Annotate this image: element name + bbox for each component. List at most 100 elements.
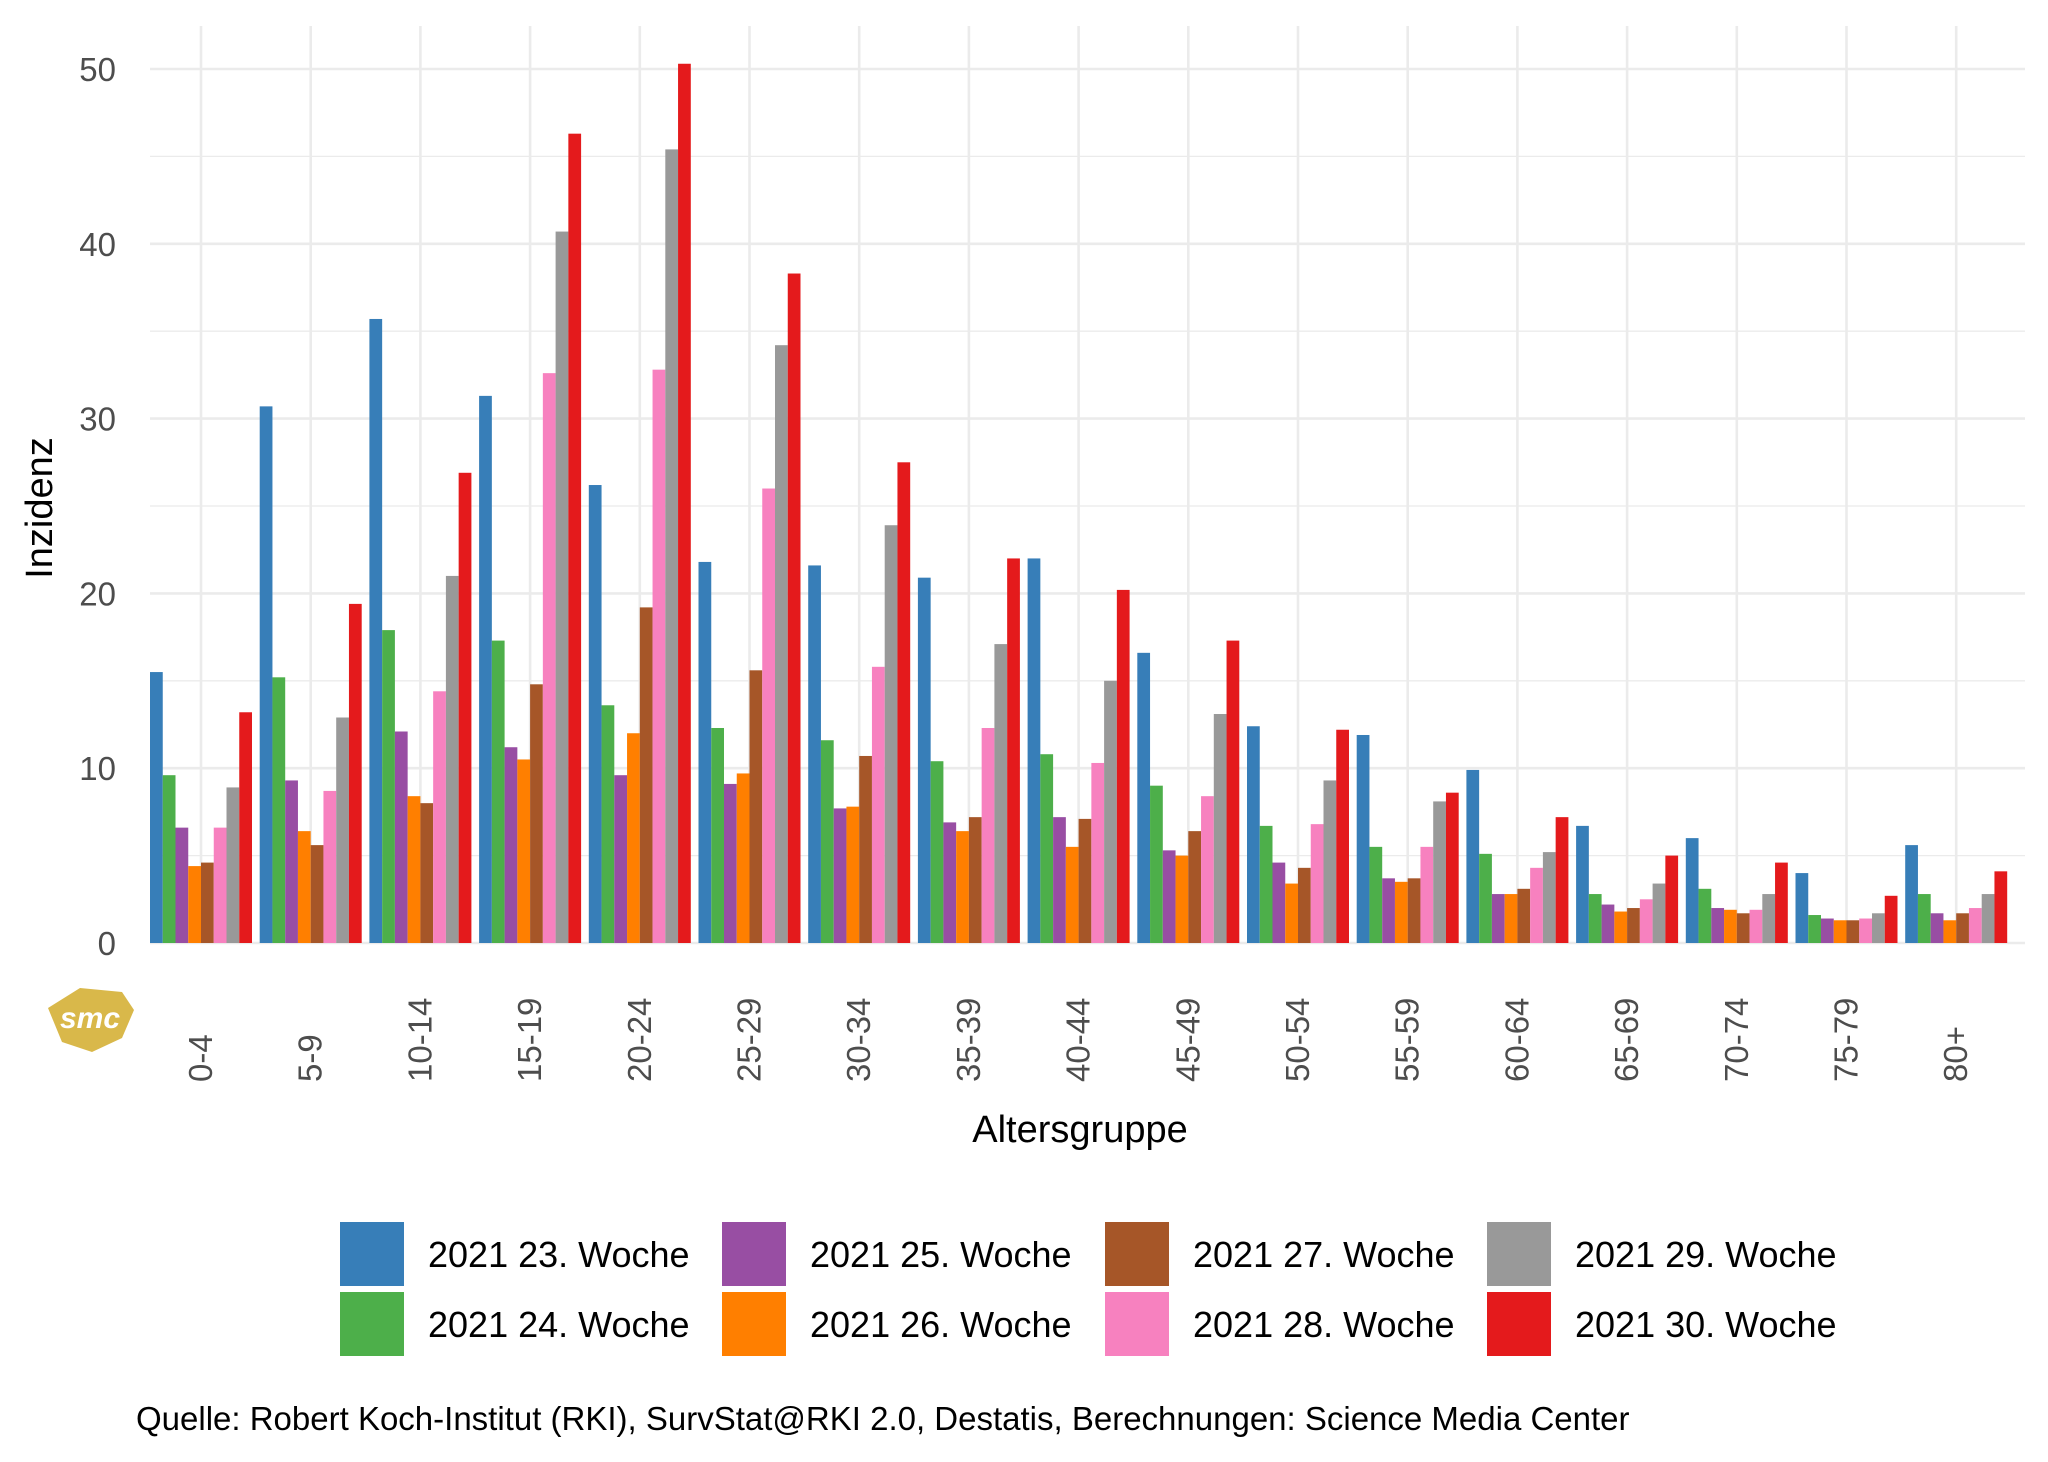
bar-group-60-64 (1466, 769, 1569, 943)
bar (1555, 817, 1569, 943)
bar (1884, 895, 1898, 943)
bar (1872, 913, 1885, 943)
bar (272, 677, 286, 943)
bar (1639, 899, 1653, 943)
bar (1833, 920, 1847, 943)
y-tick-label: 50 (79, 51, 116, 88)
bar (407, 796, 421, 943)
bar (1394, 881, 1408, 943)
bar (1137, 652, 1151, 943)
bar (601, 705, 615, 943)
bar (213, 827, 227, 943)
bar (259, 406, 273, 943)
bar (1466, 769, 1480, 943)
bar (1846, 920, 1860, 943)
bar (1795, 873, 1809, 943)
x-tick-label: 15-19 (511, 998, 548, 1082)
bar-group-80+ (1905, 845, 2008, 943)
bar (1905, 845, 1918, 943)
bar (445, 575, 459, 943)
bar (1698, 888, 1712, 943)
legend-label: 2021 24. Woche (428, 1304, 690, 1345)
bar-group-45-49 (1137, 640, 1240, 943)
bar (1685, 838, 1699, 943)
bar (1150, 785, 1163, 943)
bar (1994, 871, 2008, 943)
legend-label: 2021 25. Woche (810, 1234, 1072, 1275)
legend-swatch (1105, 1292, 1169, 1356)
bar (1336, 729, 1349, 943)
bar (665, 149, 679, 943)
bar (310, 845, 324, 943)
y-tick-label: 20 (79, 575, 116, 612)
x-tick-label: 35-39 (950, 998, 987, 1082)
bar (433, 691, 446, 943)
bar (1724, 909, 1737, 943)
y-tick-label: 0 (98, 925, 116, 962)
bar (1981, 894, 1995, 943)
bar (1382, 878, 1395, 943)
y-axis-ticks: 0 10 20 30 40 50 (79, 51, 116, 962)
bar (833, 808, 847, 943)
y-tick-label: 40 (79, 226, 116, 263)
bar (884, 525, 898, 943)
bar (568, 133, 582, 943)
bar (678, 63, 691, 944)
x-tick-label: 55-59 (1389, 998, 1426, 1082)
bar (1652, 883, 1666, 943)
bar (724, 783, 737, 943)
bar-group-40-44 (1027, 558, 1130, 943)
bar (736, 773, 750, 943)
bar (1614, 911, 1628, 943)
bar-group-70-74 (1685, 838, 1788, 943)
bar-group-55-59 (1356, 734, 1459, 943)
bar (820, 740, 834, 943)
bar (627, 733, 640, 943)
bar (1601, 904, 1615, 943)
legend-item: 2021 29. Woche (1487, 1222, 1837, 1286)
bar-group-10-14 (369, 318, 472, 943)
x-tick-label: 20-24 (621, 998, 658, 1082)
bar (1259, 825, 1273, 943)
bar (1323, 780, 1337, 943)
bar (226, 787, 240, 943)
bar (749, 670, 763, 943)
legend-item: 2021 25. Woche (722, 1222, 1072, 1286)
legend-item: 2021 30. Woche (1487, 1292, 1837, 1356)
bar-group-5-9 (259, 406, 362, 943)
bar (1407, 878, 1421, 943)
bar (1104, 680, 1117, 943)
bar (491, 640, 505, 943)
x-tick-label: 65-69 (1608, 998, 1645, 1082)
bar (1530, 867, 1543, 943)
bar (1247, 726, 1260, 943)
bar-group-65-69 (1576, 825, 1679, 943)
bar (1226, 640, 1240, 943)
bar (1821, 918, 1834, 943)
x-axis-title: Altersgruppe (972, 1109, 1187, 1151)
bar (859, 755, 872, 943)
bar (943, 822, 957, 943)
bar (1943, 920, 1957, 943)
bar (555, 231, 569, 944)
bar (150, 672, 163, 943)
legend-item: 2021 27. Woche (1105, 1222, 1455, 1286)
bar (1665, 855, 1679, 943)
x-tick-label: 50-54 (1279, 998, 1316, 1082)
bar (1356, 734, 1370, 943)
bar (917, 577, 931, 943)
bar (1517, 888, 1531, 943)
legend-item: 2021 26. Woche (722, 1292, 1072, 1356)
bar (1027, 558, 1041, 943)
bar (517, 759, 531, 943)
bar (1040, 754, 1054, 943)
bar (1065, 846, 1079, 943)
bar (871, 666, 885, 943)
x-tick-label: 30-34 (840, 998, 877, 1082)
bar (1749, 909, 1763, 943)
bar (1736, 913, 1750, 943)
legend-swatch (1105, 1222, 1169, 1286)
bar (188, 866, 201, 943)
bar-group-0-4 (150, 672, 252, 943)
bar (369, 318, 383, 943)
